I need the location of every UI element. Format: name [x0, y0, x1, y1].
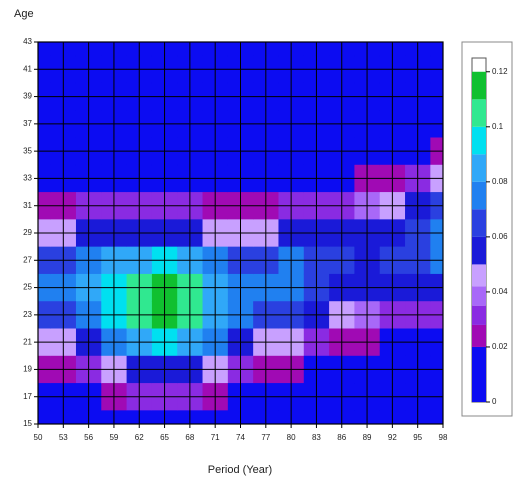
- chart-title: Age: [14, 8, 34, 20]
- x-tick-label: 80: [287, 433, 296, 442]
- x-tick-label: 89: [363, 433, 372, 442]
- colorbar-band: [472, 236, 486, 265]
- colorbar-band: [472, 71, 486, 100]
- colorbar-tick-label: 0.08: [492, 177, 508, 186]
- colorbar-band: [472, 264, 486, 287]
- x-tick-label: 65: [160, 433, 169, 442]
- colorbar-band: [472, 346, 486, 402]
- x-tick-label: 50: [34, 433, 43, 442]
- colorbar-tick-label: 0.1: [492, 122, 504, 131]
- x-tick-label: 86: [337, 433, 346, 442]
- y-tick-label: 23: [23, 310, 32, 319]
- y-tick-label: 17: [23, 392, 32, 401]
- colorbar-band: [472, 154, 486, 182]
- colorbar: 0 0.02 0.04 0.06 0.08 0.1 0.12: [472, 67, 508, 406]
- x-tick-label: 77: [261, 433, 270, 442]
- y-tick-label: 35: [23, 146, 32, 155]
- y-tick-label: 33: [23, 174, 32, 183]
- x-tick-label: 56: [84, 433, 93, 442]
- colorbar-band: [472, 286, 486, 306]
- y-tick-label: 15: [23, 419, 32, 428]
- y-tick-label: 19: [23, 365, 32, 374]
- x-tick-label: 74: [236, 433, 245, 442]
- grid: [37, 41, 444, 425]
- colorbar-band: [472, 181, 486, 210]
- y-tick-label: 29: [23, 228, 32, 237]
- heat-cell: [430, 42, 443, 57]
- y-tick-label: 21: [23, 337, 32, 346]
- x-axis-label: Period (Year): [208, 464, 272, 476]
- y-tick-label: 31: [23, 201, 32, 210]
- x-tick-label: 92: [388, 433, 397, 442]
- colorbar-band: [472, 324, 486, 347]
- colorbar-tick-label: 0.04: [492, 287, 508, 296]
- x-tick-label: 53: [59, 433, 68, 442]
- x-tick-label: 62: [135, 433, 144, 442]
- colorbar-band: [472, 99, 486, 127]
- colorbar-band: [472, 209, 486, 237]
- x-tick-label: 83: [312, 433, 321, 442]
- colorbar-tick-label: 0.06: [492, 232, 508, 241]
- colorbar-tick-label: 0.02: [492, 342, 508, 351]
- y-tick-label: 27: [23, 255, 32, 264]
- y-tick-label: 37: [23, 119, 32, 128]
- colorbar-band: [472, 126, 486, 155]
- y-tick-label: 39: [23, 92, 32, 101]
- colorbar-frame: [461, 41, 513, 417]
- heat-cell: [430, 410, 443, 424]
- x-tick-label: 71: [211, 433, 220, 442]
- x-tick-label: 95: [413, 433, 422, 442]
- heat-cell: [38, 42, 52, 57]
- x-tick-label: 98: [439, 433, 448, 442]
- colorbar-tick-label: 0.12: [492, 67, 508, 76]
- x-tick-label: 59: [109, 433, 118, 442]
- heat-cell: [38, 410, 52, 424]
- y-tick-label: 25: [23, 283, 32, 292]
- colorbar-tick-label: 0: [492, 397, 497, 406]
- colorbar-band: [472, 305, 486, 325]
- y-tick-label: 43: [23, 37, 32, 46]
- x-tick-label: 68: [185, 433, 194, 442]
- y-tick-label: 41: [23, 64, 32, 73]
